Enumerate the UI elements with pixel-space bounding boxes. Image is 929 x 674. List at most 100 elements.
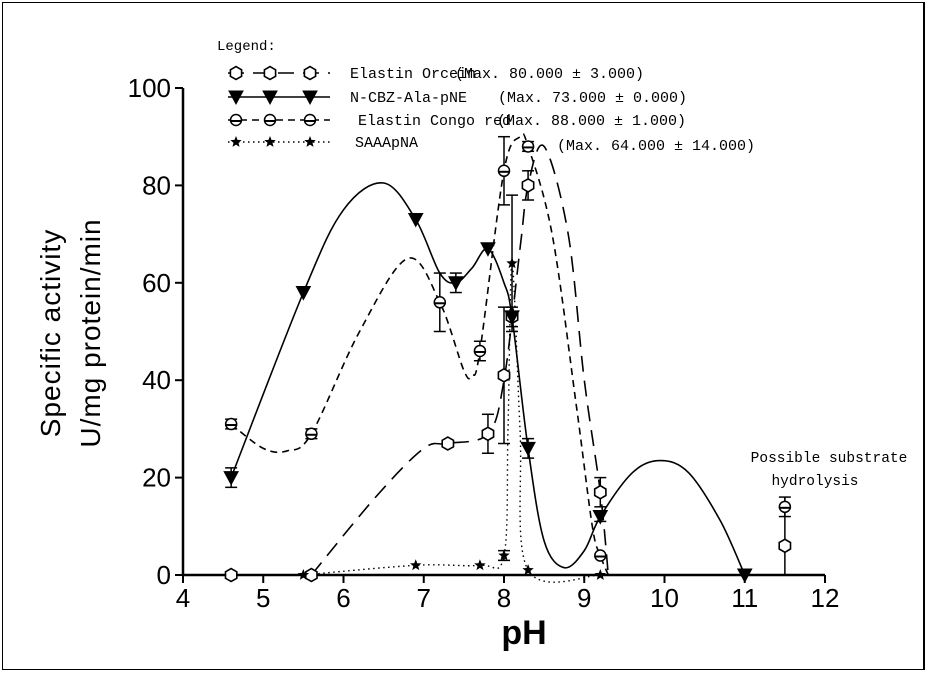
star-marker [474, 559, 486, 571]
hexagon-marker [304, 567, 318, 583]
star-marker [522, 564, 534, 575]
legend-note: (Max. 80.000 ± 3.000) [455, 66, 644, 83]
data-point [497, 367, 511, 383]
legend-label: Elastin Orcein [350, 66, 476, 83]
legend-item: SAAApNA (Max. 64.000 ± 14.000) [228, 135, 755, 155]
x-tick-label: 6 [336, 583, 350, 613]
legend-title: Legend: [217, 39, 276, 55]
data-point [778, 538, 792, 554]
legend-label: Elastin Congo red [358, 113, 511, 130]
star-marker [304, 136, 316, 147]
legend-swatch-marker [304, 136, 316, 147]
data-point [224, 417, 238, 431]
x-tick-label: 8 [497, 583, 511, 613]
hexagon-marker [229, 65, 243, 81]
data-point [480, 242, 496, 257]
legend-swatch-marker [302, 90, 318, 106]
triangle-marker [520, 441, 536, 457]
legend-swatch-marker [229, 65, 243, 81]
data-point [593, 484, 607, 500]
legend-note: (Max. 73.000 ± 0.000) [498, 90, 687, 107]
x-tick-label: 5 [256, 583, 270, 613]
x-ticks: 4 5 6 7 8 9 10 11 12 [176, 575, 840, 613]
y-axis-label-line2: U/mg protein/min [75, 218, 106, 447]
hexagon-marker [778, 538, 792, 554]
legend-swatch-marker [229, 113, 243, 127]
y-ticks: 0 20 40 60 80 100 [128, 73, 183, 590]
legend-swatch-marker [262, 90, 278, 106]
star-marker [297, 569, 310, 580]
hexagon-marker [263, 65, 277, 81]
data-point [520, 441, 536, 457]
x-tick-label: 11 [731, 583, 758, 613]
legend-item: Elastin Congo red(Max. 88.000 ± 1.000) [228, 113, 686, 130]
axes: 4 5 6 7 8 9 10 11 12 0 20 40 60 80 100 [128, 73, 840, 613]
y-tick-label: 40 [142, 365, 171, 395]
series-line-0 [310, 144, 610, 576]
data-point [448, 276, 464, 291]
x-axis-label: pH [501, 614, 546, 652]
data-point [592, 510, 609, 525]
data-point [506, 257, 518, 269]
data-point [521, 140, 535, 153]
x-tick-label: 7 [417, 583, 431, 613]
hexagon-marker [593, 484, 607, 500]
series-line-2 [230, 132, 610, 576]
hexagon-marker [521, 177, 535, 193]
star-marker [594, 569, 606, 580]
triangle-marker [295, 286, 312, 301]
legend-swatch-marker [228, 90, 244, 106]
hexagon-marker [224, 567, 238, 583]
data-point [594, 549, 607, 562]
star-marker [410, 559, 422, 571]
triangle-marker [448, 276, 464, 291]
triangle-marker [407, 212, 424, 228]
y-tick-label: 60 [142, 268, 171, 298]
y-axis-label-line1: Specific activity [35, 229, 66, 437]
legend-swatch-marker [303, 113, 317, 127]
data-point [498, 549, 510, 561]
data-point [304, 567, 318, 583]
triangle-marker [480, 242, 496, 257]
triangle-marker [228, 90, 244, 106]
data-point [410, 559, 422, 571]
legend-item: N-CBZ-Ala-pNE (Max. 73.000 ± 0.000) [228, 90, 687, 107]
x-tick-label: 12 [811, 583, 840, 613]
x-tick-label: 10 [650, 583, 679, 613]
legend-swatch-marker [230, 136, 242, 147]
data-point [504, 310, 520, 325]
x-tick-label: 4 [176, 583, 190, 613]
annotation-line1: Possible substrate [751, 451, 908, 467]
hexagon-marker [497, 367, 511, 383]
series-curves [230, 132, 746, 583]
hexagon-marker [481, 426, 495, 442]
legend-label: N-CBZ-Ala-pNE [350, 90, 467, 107]
data-point [297, 569, 310, 580]
star-marker [498, 549, 510, 561]
data-point [305, 427, 318, 441]
data-point [407, 212, 424, 228]
hexagon-marker [441, 436, 455, 451]
triangle-marker [302, 90, 318, 106]
data-point [441, 436, 455, 451]
data-point [295, 286, 312, 301]
data-point [474, 559, 486, 571]
x-tick-label: 9 [577, 583, 591, 613]
legend: Legend: Elastin Orcein(Max. 80.000 ± 3.0… [217, 39, 755, 155]
data-point [497, 164, 511, 178]
triangle-marker [262, 90, 278, 106]
data-point [594, 569, 606, 580]
legend-swatch-marker [263, 65, 277, 81]
legend-swatch-marker [263, 113, 277, 127]
data-point [224, 567, 238, 583]
legend-swatch-marker [303, 65, 317, 81]
legend-item: Elastin Orcein(Max. 80.000 ± 3.000) [228, 65, 644, 83]
star-marker [506, 257, 518, 269]
triangle-marker [592, 510, 609, 525]
triangle-marker [736, 568, 753, 584]
series-markers [223, 140, 792, 584]
star-marker [230, 136, 242, 147]
data-point [521, 177, 535, 193]
legend-label: SAAApNA [355, 135, 418, 152]
series-line-1 [230, 182, 746, 576]
